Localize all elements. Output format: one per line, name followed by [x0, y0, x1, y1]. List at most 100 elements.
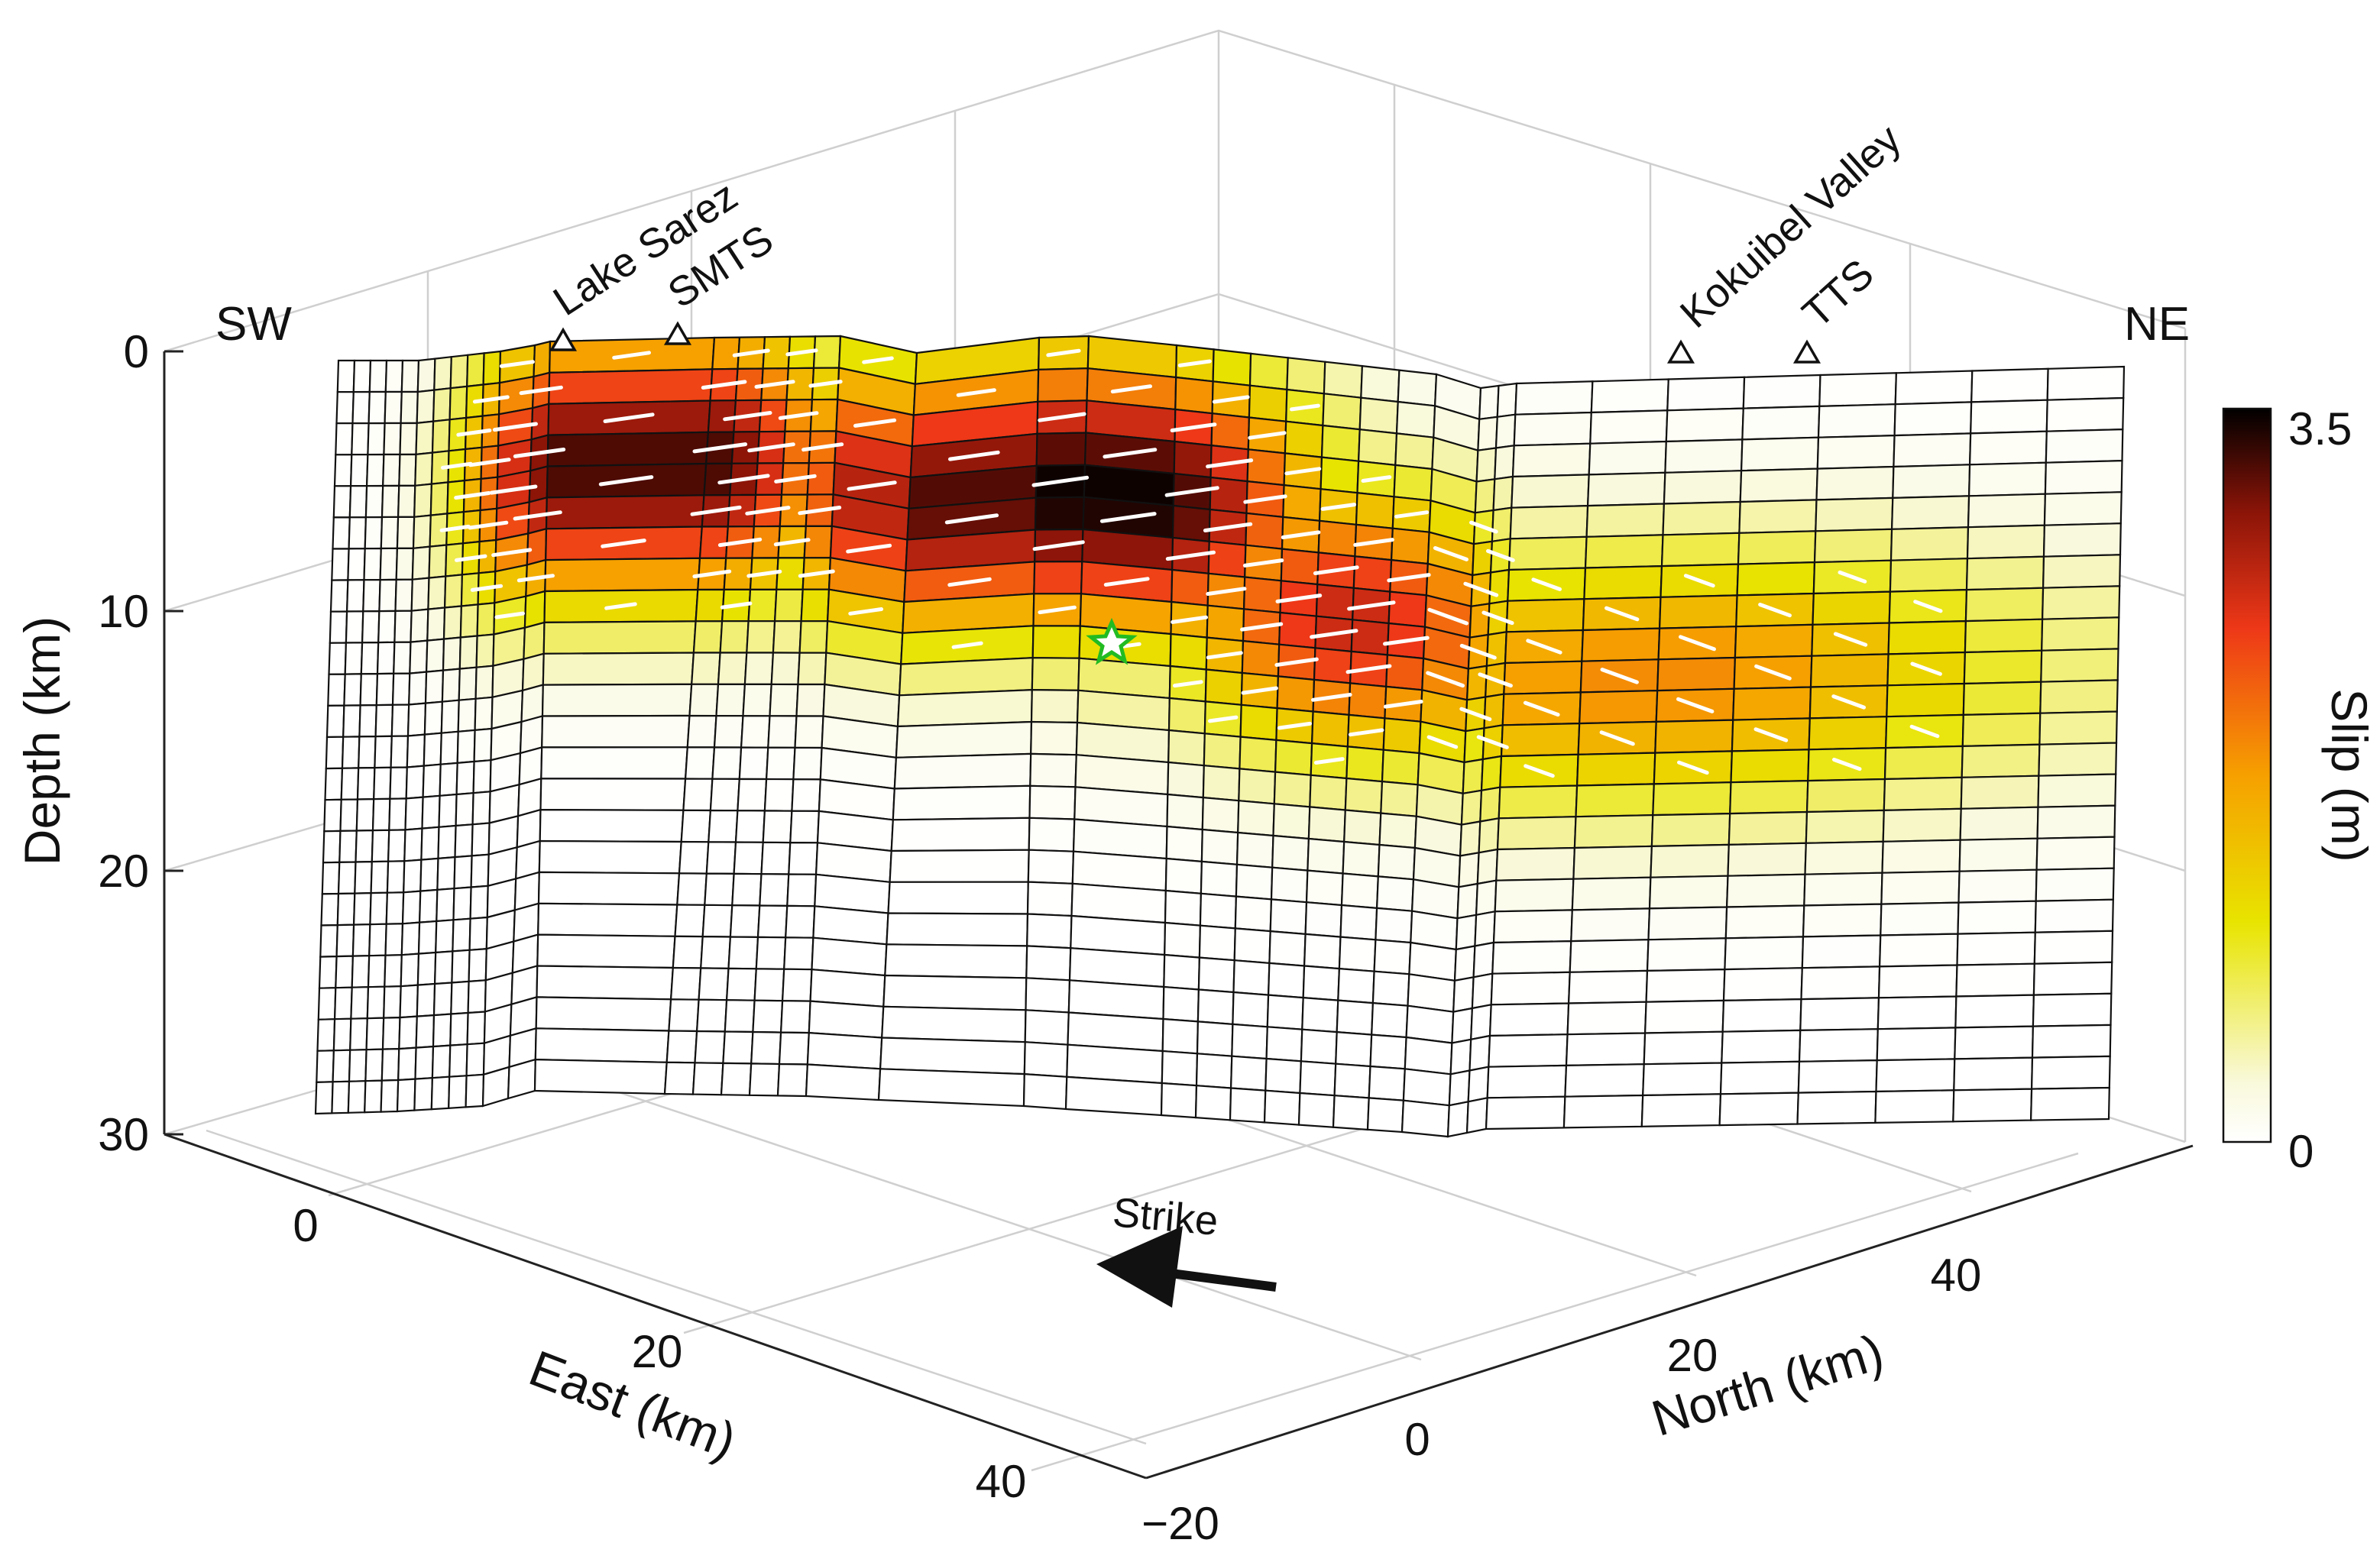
fault-patch	[345, 610, 364, 644]
rake-vector	[513, 510, 562, 521]
fault-patch	[1299, 1060, 1337, 1097]
fault-patch	[1197, 956, 1235, 994]
fault-patch	[785, 904, 816, 939]
fault-patch	[1394, 432, 1435, 471]
ne-label: NE	[2124, 298, 2190, 351]
fault-patch	[1663, 470, 1743, 505]
fault-patch	[2041, 616, 2120, 652]
fault-patch	[1805, 778, 1886, 813]
fault-patch	[1718, 1092, 1799, 1127]
fault-patch	[344, 642, 364, 675]
fault-patch	[1739, 467, 1818, 503]
rake-vector	[1909, 724, 1940, 739]
fault-patch	[452, 917, 471, 953]
fault-patch	[1496, 816, 1577, 851]
fault-patch	[1647, 906, 1728, 941]
fault-patch	[317, 987, 337, 1020]
rake-vector	[1277, 721, 1312, 730]
fault-patch	[466, 1011, 487, 1046]
fault-patch	[540, 746, 688, 780]
fault-patch	[1958, 837, 2038, 872]
fault-patch	[1479, 786, 1501, 823]
fault-patch	[1664, 438, 1744, 474]
fault-patch	[1967, 493, 2047, 529]
rake-vector	[1110, 384, 1152, 394]
fault-patch	[2040, 648, 2119, 683]
fault-patch	[432, 1013, 452, 1048]
fault-patch	[700, 935, 732, 970]
fault-patch	[1496, 382, 1518, 419]
fault-patch	[1276, 675, 1316, 713]
rake-vector	[1165, 550, 1216, 561]
fault-patch	[1282, 484, 1322, 522]
fault-patch	[329, 579, 349, 613]
fault-patch	[1358, 396, 1399, 435]
fault-patch	[1245, 512, 1284, 550]
rake-vector	[1290, 403, 1320, 412]
fault-patch	[458, 666, 478, 701]
north-tick-label: 0	[1404, 1414, 1430, 1465]
fault-patch	[546, 431, 710, 467]
fault-patch	[528, 465, 549, 503]
fault-patch	[1248, 352, 1289, 391]
fault-patch	[336, 892, 356, 927]
fault-patch	[1876, 995, 1957, 1030]
fault-patch	[380, 516, 400, 550]
fault-patch	[459, 603, 479, 639]
rake-vector	[1676, 697, 1715, 713]
fault-patch	[365, 1017, 385, 1051]
fault-patch	[1161, 1017, 1200, 1055]
fault-patch	[1961, 712, 2042, 748]
rake-vector	[1481, 610, 1514, 626]
fault-patch	[410, 577, 430, 612]
rake-vector	[1486, 548, 1515, 562]
rake-vector	[847, 480, 897, 491]
rake-vector	[1459, 643, 1497, 660]
fault-patch	[537, 871, 681, 906]
fault-patch	[1340, 872, 1379, 910]
fault-patch	[1452, 975, 1475, 1014]
fault-patch	[1579, 689, 1659, 725]
fault-patch	[1640, 1093, 1722, 1127]
fault-patch	[879, 1037, 1026, 1075]
fault-patch	[1164, 857, 1203, 894]
fault-patch	[468, 948, 487, 983]
fault-patch	[367, 422, 386, 456]
fault-patch	[1268, 930, 1307, 967]
fault-patch	[1307, 837, 1345, 875]
rake-vector	[1524, 764, 1555, 778]
fault-patch	[1643, 999, 1725, 1034]
fault-surface	[314, 335, 2126, 1138]
rake-vector	[1459, 707, 1492, 722]
fault-patch	[1336, 999, 1375, 1036]
fault-patch	[1488, 568, 1511, 605]
fault-patch	[701, 904, 733, 938]
fault-patch	[1380, 780, 1419, 817]
rake-vector	[798, 506, 842, 516]
fault-patch	[323, 798, 342, 833]
fault-patch	[1332, 1095, 1370, 1131]
fault-patch	[359, 672, 379, 707]
fault-patch	[1174, 376, 1214, 415]
fault-patch	[1207, 540, 1247, 578]
fault-patch	[432, 982, 453, 1017]
fault-patch	[365, 453, 385, 487]
rake-vector	[441, 461, 473, 470]
fault-patch	[396, 1078, 416, 1113]
rake-vector	[1038, 605, 1077, 615]
rake-vector	[690, 505, 742, 516]
fault-patch	[772, 620, 802, 654]
fault-patch	[1196, 1020, 1234, 1057]
rake-vector	[1387, 573, 1431, 583]
rake-vector	[1433, 546, 1468, 561]
fault-patch	[1028, 817, 1076, 852]
fault-patch	[1570, 907, 1651, 943]
rake-vector	[1394, 510, 1430, 519]
fault-patch	[1954, 1025, 2035, 1060]
fault-patch	[539, 808, 685, 843]
rake-vector	[1600, 668, 1639, 684]
north-tick-label: 40	[1931, 1250, 1982, 1301]
fault-patch	[1650, 812, 1731, 848]
fault-patch	[713, 714, 744, 749]
fault-patch	[1478, 817, 1500, 854]
